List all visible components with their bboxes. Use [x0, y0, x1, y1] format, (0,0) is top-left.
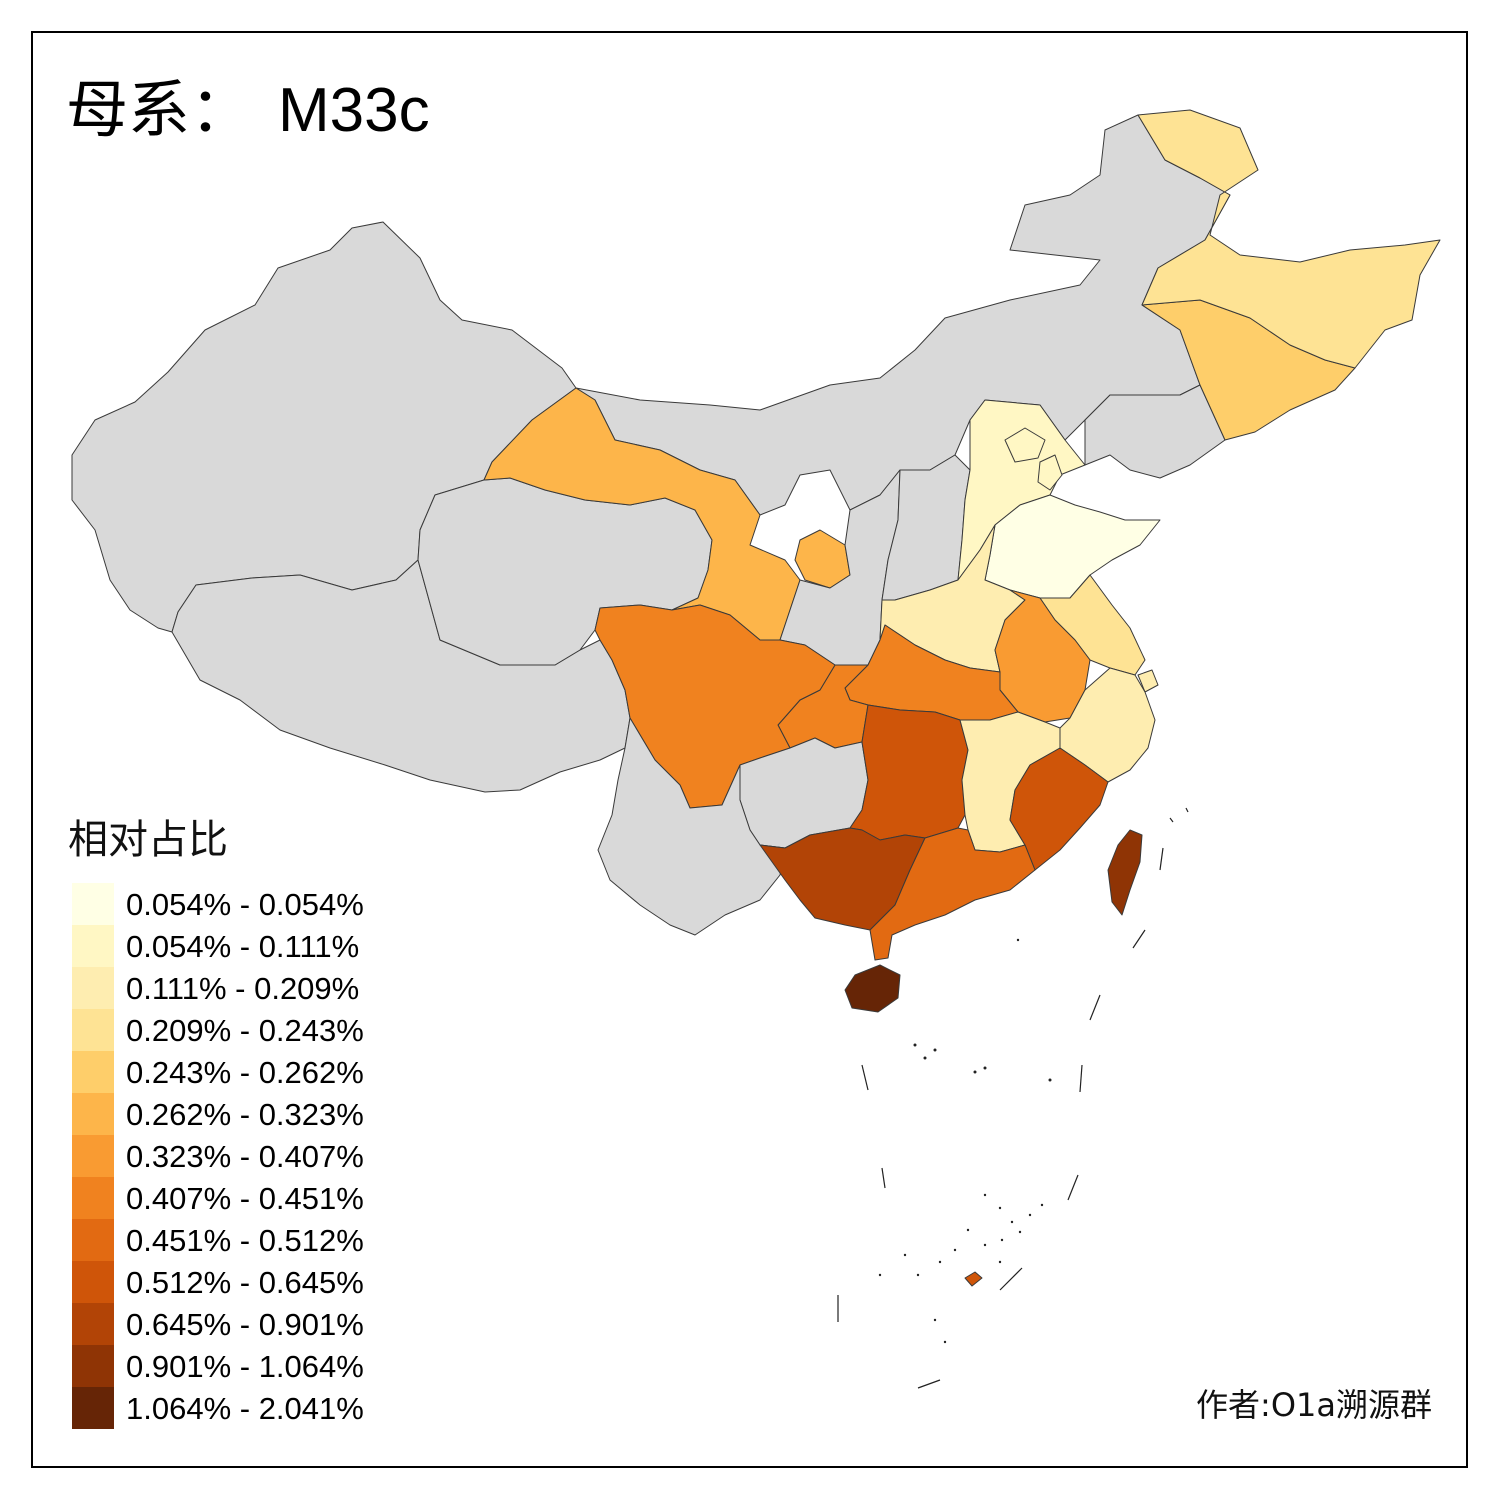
legend-swatch	[72, 1345, 114, 1387]
map-frame	[31, 31, 1468, 1468]
legend-swatch	[72, 1177, 114, 1219]
region-taiwan[interactable]	[1107, 829, 1143, 916]
sea-boundary-marks	[837, 807, 1189, 1389]
legend-swatch	[72, 1219, 114, 1261]
legend-swatch	[72, 925, 114, 967]
region-beijing[interactable]	[1004, 427, 1046, 463]
legend-label: 0.323% - 0.407%	[126, 1139, 364, 1174]
region-hainan[interactable]	[844, 964, 901, 1013]
legend-swatch	[72, 967, 114, 1009]
legend-label: 0.262% - 0.323%	[126, 1097, 364, 1132]
legend-swatch	[72, 1303, 114, 1345]
author-credit: 作者:O1a溯源群	[1196, 1386, 1432, 1424]
legend-label: 0.901% - 1.064%	[126, 1349, 364, 1384]
region-heilongjiang[interactable]	[1137, 109, 1441, 369]
scattered-islets	[878, 938, 1052, 1344]
legend-swatch	[72, 1051, 114, 1093]
region-liaoning[interactable]	[1084, 384, 1226, 479]
legend-swatch	[72, 1261, 114, 1303]
region-tianjin[interactable]	[1037, 454, 1063, 491]
legend-label: 0.512% - 0.645%	[126, 1265, 364, 1300]
legend-label: 1.064% - 2.041%	[126, 1391, 364, 1426]
map-title: 母系： M33c	[66, 70, 430, 151]
legend-label: 0.209% - 0.243%	[126, 1013, 364, 1048]
region-south-china-sea-islands[interactable]	[964, 1271, 983, 1287]
legend-swatch	[72, 883, 114, 925]
region-fujian[interactable]	[1009, 747, 1109, 871]
region-shanghai[interactable]	[1137, 669, 1159, 693]
legend-label: 0.407% - 0.451%	[126, 1181, 364, 1216]
legend-label: 0.054% - 0.054%	[126, 887, 364, 922]
legend-swatch	[72, 1093, 114, 1135]
legend-label: 0.451% - 0.512%	[126, 1223, 364, 1258]
haplogroup-label: M33c	[278, 76, 430, 145]
legend-title: 相对占比	[68, 817, 228, 863]
legend-label: 0.054% - 0.111%	[126, 929, 360, 964]
legend-swatch	[72, 1009, 114, 1051]
legend-label: 0.111% - 0.209%	[126, 971, 360, 1006]
region-ningxia[interactable]	[794, 529, 851, 589]
legend-swatch	[72, 1135, 114, 1177]
region-hunan[interactable]	[849, 704, 969, 841]
legend-label: 0.243% - 0.262%	[126, 1055, 364, 1090]
legend-label: 0.645% - 0.901%	[126, 1307, 364, 1342]
legend-swatch	[72, 1387, 114, 1429]
title-main: 母系：	[66, 73, 253, 146]
region-guangdong[interactable]	[869, 827, 1036, 961]
